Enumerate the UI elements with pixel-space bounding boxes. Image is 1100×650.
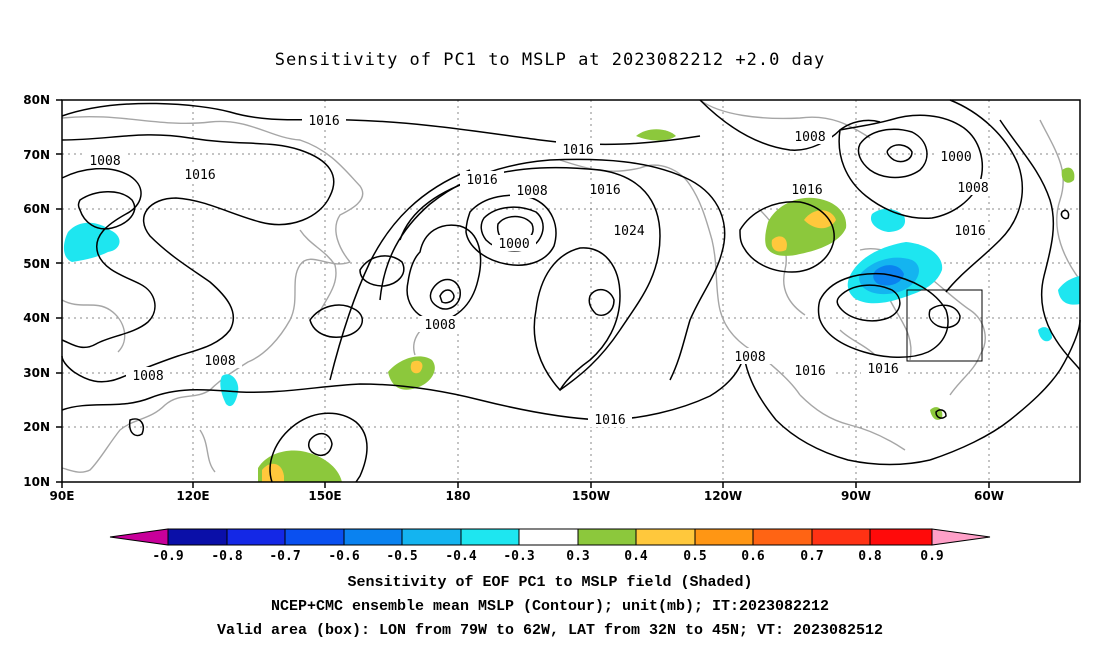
contour-label: 1016	[589, 183, 620, 198]
contour-label: 1008	[794, 130, 825, 145]
lat-label: 50N	[23, 257, 50, 271]
lat-label: 60N	[23, 202, 50, 216]
colorbar-segment	[518, 528, 579, 546]
contour-label: 1016	[466, 173, 497, 188]
colorbar-segment	[694, 528, 754, 546]
caption-line-1: Sensitivity of EOF PC1 to MSLP field (Sh…	[347, 574, 753, 591]
contour-label: 1016	[594, 413, 625, 428]
shade-cyan-atlantic	[1038, 327, 1052, 342]
colorbar-segment	[460, 528, 520, 546]
colorbar-label: 0.6	[741, 549, 765, 564]
contour-label: 1016	[184, 168, 215, 183]
colorbar-segment	[284, 528, 345, 546]
contour-label: 1008	[957, 181, 988, 196]
shade-green-arctic	[636, 129, 676, 141]
lon-label: 60W	[974, 489, 1004, 503]
lat-label: 20N	[23, 420, 50, 434]
contour-label: 1024	[613, 224, 644, 239]
shade-yellow-canada-2	[771, 236, 787, 252]
colorbar-label: 0.5	[683, 549, 706, 564]
map-title: Sensitivity of PC1 to MSLP at 2023082212…	[274, 50, 826, 70]
contour-label: 1000	[498, 237, 529, 252]
caption-line-2: NCEP+CMC ensemble mean MSLP (Contour); u…	[270, 598, 830, 615]
colorbar-label: -0.6	[328, 549, 359, 564]
colorbar-segment	[752, 528, 813, 546]
tick-marks	[56, 99, 990, 488]
shade-cyan-siberia	[63, 222, 120, 262]
valid-area-box	[906, 289, 983, 362]
colorbar-segment	[577, 528, 637, 546]
colorbar-label: -0.9	[152, 549, 183, 564]
lat-label: 40N	[23, 311, 50, 325]
lat-label: 80N	[23, 93, 50, 107]
sensitivity-shading	[63, 129, 1080, 482]
shade-cyan-hudson	[870, 208, 906, 232]
colorbar-label: 0.4	[624, 549, 648, 564]
lon-label: 120W	[704, 489, 742, 503]
lat-axis-labels: 80N 70N 60N 50N 40N 30N 20N 10N	[23, 93, 50, 489]
colorbar-low-triangle	[109, 528, 169, 546]
shade-cyan-europe	[1058, 276, 1080, 305]
contour-label: 1008	[516, 184, 547, 199]
colorbar-segment	[343, 528, 403, 546]
contour-label: 1016	[954, 224, 985, 239]
contour-label: 1008	[132, 369, 163, 384]
contour-label: 1016	[562, 143, 593, 158]
lon-label: 150W	[572, 489, 610, 503]
colorbar-segment	[167, 528, 228, 546]
colorbar-high-triangle	[931, 528, 991, 546]
contour-label: 1008	[734, 350, 765, 365]
contour-label: 1008	[424, 318, 455, 333]
lat-label: 10N	[23, 475, 50, 489]
lon-label: 90E	[50, 489, 75, 503]
colorbar-label: 0.8	[858, 549, 882, 564]
lon-label: 120E	[176, 489, 209, 503]
contour-label: 1016	[867, 362, 898, 377]
caption-line-3: Valid area (box): LON from 79W to 62W, L…	[216, 622, 884, 639]
lon-axis-labels: 90E 120E 150E 180 150W 120W 90W 60W	[50, 489, 1004, 503]
contour-labels: 1016 1008 1016 1016 1016 1008 1000 1016 …	[83, 112, 995, 428]
colorbar-segment	[635, 528, 696, 546]
map-frame	[61, 99, 1081, 483]
lon-label: 180	[445, 489, 470, 503]
shade-yellow-canada	[804, 210, 836, 229]
shade-cyan-east-china	[220, 374, 239, 407]
contour-label: 1016	[794, 364, 825, 379]
colorbar-label: -0.8	[211, 549, 242, 564]
lat-label: 70N	[23, 148, 50, 162]
colorbar-segment	[869, 528, 933, 546]
lat-label: 30N	[23, 366, 50, 380]
shade-yellow-pacific	[410, 360, 423, 374]
colorbar-segment	[401, 528, 462, 546]
colorbar-label: -0.3	[503, 549, 534, 564]
colorbar-label: 0.9	[920, 549, 943, 564]
colorbar-segment	[811, 528, 871, 546]
lon-label: 90W	[841, 489, 871, 503]
colorbar-labels: -0.9 -0.8 -0.7 -0.6 -0.5 -0.4 -0.3 0.3 0…	[152, 549, 943, 564]
contour-label: 1008	[204, 354, 235, 369]
colorbar-label: 0.3	[566, 549, 589, 564]
contour-label: 1000	[940, 150, 971, 165]
colorbar-label: -0.7	[269, 549, 300, 564]
colorbar-segment	[226, 528, 286, 546]
colorbar	[109, 528, 991, 546]
contour-label: 1016	[308, 114, 339, 129]
shade-green-pacific	[388, 356, 435, 390]
colorbar-label: 0.7	[800, 549, 823, 564]
mslp-contours	[61, 99, 1081, 483]
contour-label: 1008	[89, 154, 120, 169]
colorbar-label: -0.4	[445, 549, 476, 564]
colorbar-label: -0.5	[386, 549, 417, 564]
contour-label: 1016	[791, 183, 822, 198]
shade-green-europe	[1061, 167, 1075, 183]
shade-yellow-tropics	[262, 463, 284, 482]
lon-label: 150E	[308, 489, 341, 503]
